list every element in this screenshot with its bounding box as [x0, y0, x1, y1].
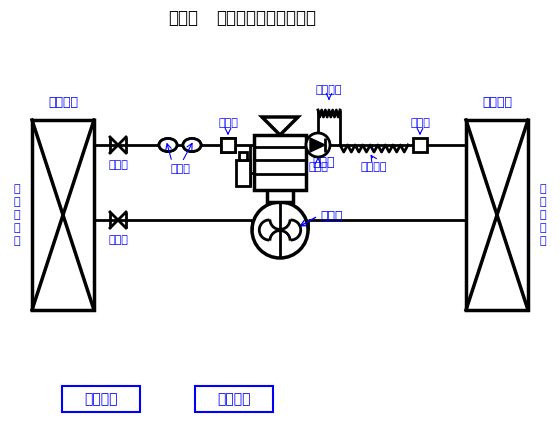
Bar [466, 120, 528, 310]
Bar [413, 138, 427, 152]
Ellipse shape [183, 139, 201, 151]
Text: 室
内
换
热
器: 室 内 换 热 器 [13, 183, 20, 246]
Polygon shape [310, 138, 325, 152]
Text: 制热工况: 制热工况 [217, 392, 251, 406]
Text: 制冷工况: 制冷工况 [84, 392, 118, 406]
Text: 止回阀: 止回阀 [308, 162, 328, 172]
Bar [254, 135, 306, 190]
Text: 压缩机: 压缩机 [312, 156, 334, 169]
Text: 室
外
换
热
器: 室 外 换 热 器 [540, 183, 547, 246]
Text: 截止阀: 截止阀 [108, 235, 128, 245]
Text: 副毛细管: 副毛细管 [316, 85, 342, 95]
Bar [221, 138, 235, 152]
Circle shape [306, 133, 330, 157]
FancyBboxPatch shape [62, 386, 140, 412]
Text: 主毛细管: 主毛细管 [361, 162, 388, 172]
Text: 室内机组: 室内机组 [48, 95, 78, 109]
Bar [239, 152, 247, 160]
FancyBboxPatch shape [195, 386, 273, 412]
Bar [236, 160, 250, 186]
Text: 室外机组: 室外机组 [482, 95, 512, 109]
Text: 消声器: 消声器 [170, 164, 190, 174]
Text: 过滤器: 过滤器 [410, 118, 430, 128]
Text: 热泵型: 热泵型 [168, 9, 198, 27]
Text: 过滤器: 过滤器 [218, 118, 238, 128]
Text: 截止阀: 截止阀 [108, 160, 128, 170]
Ellipse shape [159, 139, 177, 151]
Bar [221, 138, 235, 152]
Text: 换向器: 换向器 [320, 209, 343, 223]
Bar [32, 120, 94, 310]
Text: 分体挂壁机工作原理图: 分体挂壁机工作原理图 [216, 9, 316, 27]
Bar [267, 176, 293, 202]
